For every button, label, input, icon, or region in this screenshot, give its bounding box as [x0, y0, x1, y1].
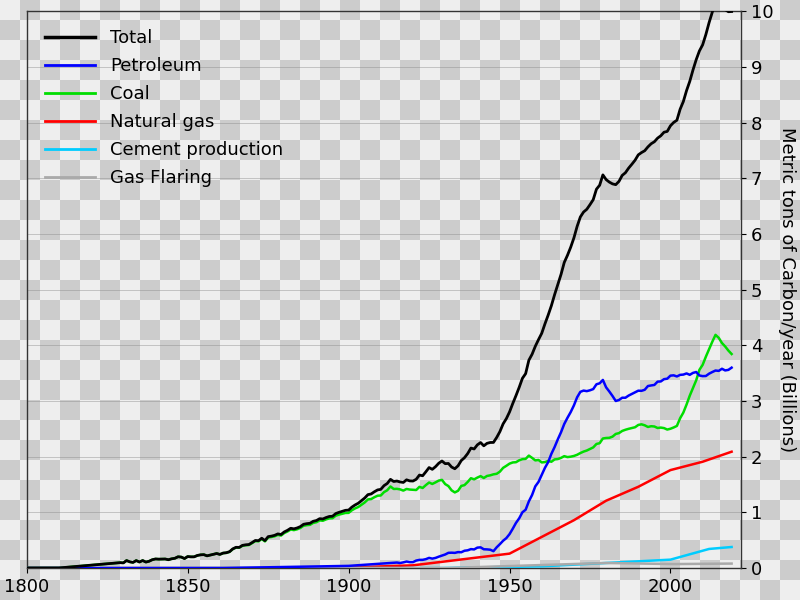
- Coal: [215, 551, 225, 558]
- Total: [618, 172, 627, 179]
- Cement production: [228, 565, 238, 572]
- Coal: [710, 331, 720, 338]
- Cement production: [727, 544, 737, 551]
- Cement production: [215, 565, 225, 572]
- Line: Total: Total: [26, 2, 732, 568]
- Natural gas: [22, 565, 31, 572]
- Gas Flaring: [228, 565, 238, 572]
- Natural gas: [398, 562, 408, 569]
- Coal: [228, 545, 238, 553]
- Gas Flaring: [643, 560, 653, 568]
- Coal: [398, 487, 408, 494]
- Total: [710, 0, 720, 6]
- Coal: [653, 424, 662, 431]
- Total: [398, 479, 408, 486]
- Line: Coal: Coal: [26, 335, 732, 568]
- Gas Flaring: [215, 565, 225, 572]
- Gas Flaring: [727, 560, 737, 567]
- Total: [727, 8, 737, 15]
- Petroleum: [618, 394, 627, 401]
- Petroleum: [398, 559, 408, 566]
- Coal: [618, 427, 627, 434]
- Natural gas: [640, 480, 650, 487]
- Total: [228, 545, 238, 553]
- Cement production: [653, 557, 662, 564]
- Total: [215, 551, 225, 558]
- Petroleum: [640, 386, 650, 394]
- Cement production: [640, 557, 650, 565]
- Natural gas: [618, 490, 627, 497]
- Petroleum: [727, 364, 737, 371]
- Y-axis label: Metric tons of Carbon/year (Billions): Metric tons of Carbon/year (Billions): [778, 127, 796, 452]
- Total: [22, 565, 31, 572]
- Gas Flaring: [621, 560, 630, 567]
- Gas Flaring: [22, 565, 31, 572]
- Line: Gas Flaring: Gas Flaring: [26, 563, 732, 568]
- Total: [653, 134, 662, 142]
- Gas Flaring: [602, 559, 611, 566]
- Coal: [727, 350, 737, 358]
- Natural gas: [727, 448, 737, 455]
- Cement production: [398, 565, 408, 572]
- Line: Natural gas: Natural gas: [26, 452, 732, 568]
- Natural gas: [653, 473, 662, 481]
- Legend: Total, Petroleum, Coal, Natural gas, Cement production, Gas Flaring: Total, Petroleum, Coal, Natural gas, Cem…: [36, 20, 292, 196]
- Petroleum: [215, 565, 225, 572]
- Cement production: [618, 559, 627, 566]
- Natural gas: [215, 565, 225, 572]
- Petroleum: [228, 564, 238, 571]
- Petroleum: [22, 565, 31, 572]
- Line: Petroleum: Petroleum: [26, 368, 732, 568]
- Gas Flaring: [398, 565, 408, 572]
- Total: [640, 147, 650, 154]
- Cement production: [22, 565, 31, 572]
- Natural gas: [228, 565, 238, 572]
- Gas Flaring: [656, 560, 666, 568]
- Petroleum: [653, 378, 662, 385]
- Coal: [22, 565, 31, 572]
- Line: Cement production: Cement production: [26, 547, 732, 568]
- Coal: [640, 422, 650, 429]
